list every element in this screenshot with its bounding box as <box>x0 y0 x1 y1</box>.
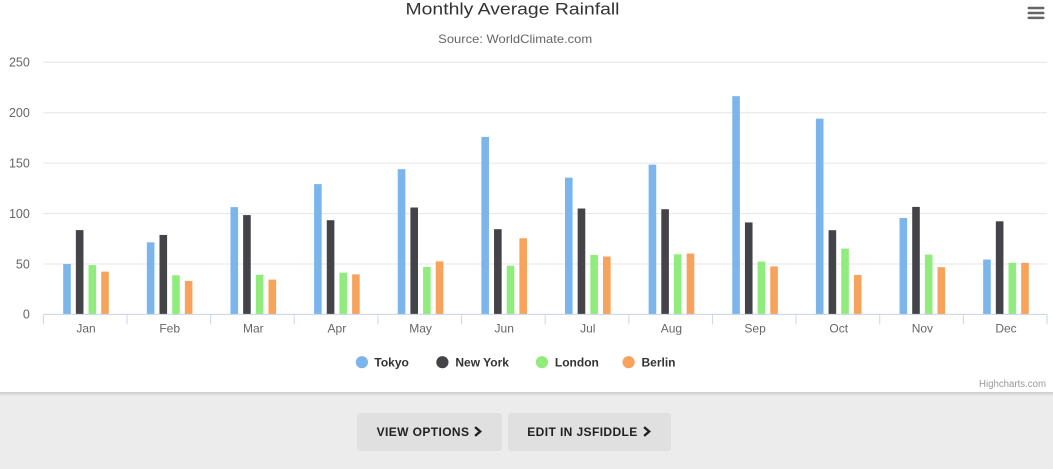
svg-text:200: 200 <box>9 106 30 120</box>
svg-text:0: 0 <box>23 308 30 322</box>
svg-text:Mar: Mar <box>243 322 264 336</box>
svg-text:London: London <box>555 356 599 370</box>
svg-text:150: 150 <box>9 156 30 170</box>
svg-text:Tokyo: Tokyo <box>374 356 408 370</box>
svg-text:Apr: Apr <box>328 322 347 336</box>
svg-text:Jul: Jul <box>580 322 595 336</box>
svg-text:Monthly Average Rainfall: Monthly Average Rainfall <box>406 0 620 18</box>
svg-text:250: 250 <box>9 56 30 70</box>
svg-text:May: May <box>409 322 432 336</box>
svg-text:Nov: Nov <box>912 322 933 336</box>
svg-text:100: 100 <box>9 207 30 221</box>
svg-text:Jun: Jun <box>495 322 514 336</box>
svg-text:Berlin: Berlin <box>642 356 676 370</box>
svg-text:Aug: Aug <box>661 322 682 336</box>
svg-text:Highcharts.com: Highcharts.com <box>979 379 1046 390</box>
svg-text:Feb: Feb <box>159 322 180 336</box>
svg-text:Source: WorldClimate.com: Source: WorldClimate.com <box>438 32 592 46</box>
svg-text:Sep: Sep <box>744 322 766 336</box>
svg-text:50: 50 <box>16 257 30 271</box>
svg-text:New York: New York <box>455 356 509 370</box>
svg-text:Oct: Oct <box>829 322 848 336</box>
svg-text:Dec: Dec <box>995 322 1016 336</box>
svg-text:Jan: Jan <box>76 322 95 336</box>
